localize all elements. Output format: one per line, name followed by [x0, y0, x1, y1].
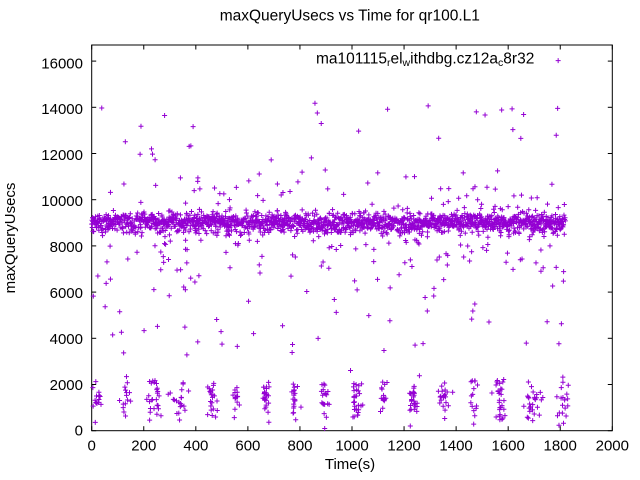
svg-text:1400: 1400 [439, 438, 472, 455]
svg-text:maxQueryUsecs vs Time for qr10: maxQueryUsecs vs Time for qr100.L1 [220, 8, 480, 25]
svg-text:6000: 6000 [50, 285, 83, 302]
svg-text:400: 400 [183, 438, 208, 455]
svg-text:200: 200 [131, 438, 156, 455]
svg-text:14000: 14000 [41, 101, 83, 118]
svg-text:8000: 8000 [50, 239, 83, 256]
svg-text:maxQueryUsecs: maxQueryUsecs [2, 183, 19, 294]
svg-text:0: 0 [75, 423, 83, 440]
svg-text:600: 600 [235, 438, 260, 455]
svg-text:1600: 1600 [492, 438, 525, 455]
svg-text:2000: 2000 [50, 377, 83, 394]
svg-text:2000: 2000 [596, 438, 629, 455]
svg-text:1000: 1000 [335, 438, 368, 455]
svg-text:800: 800 [287, 438, 312, 455]
svg-text:0: 0 [88, 438, 96, 455]
svg-text:Time(s): Time(s) [325, 456, 375, 473]
svg-text:12000: 12000 [41, 147, 83, 164]
svg-text:4000: 4000 [50, 331, 83, 348]
svg-text:16000: 16000 [41, 55, 83, 72]
svg-text:1200: 1200 [387, 438, 420, 455]
svg-text:1800: 1800 [544, 438, 577, 455]
svg-text:10000: 10000 [41, 193, 83, 210]
